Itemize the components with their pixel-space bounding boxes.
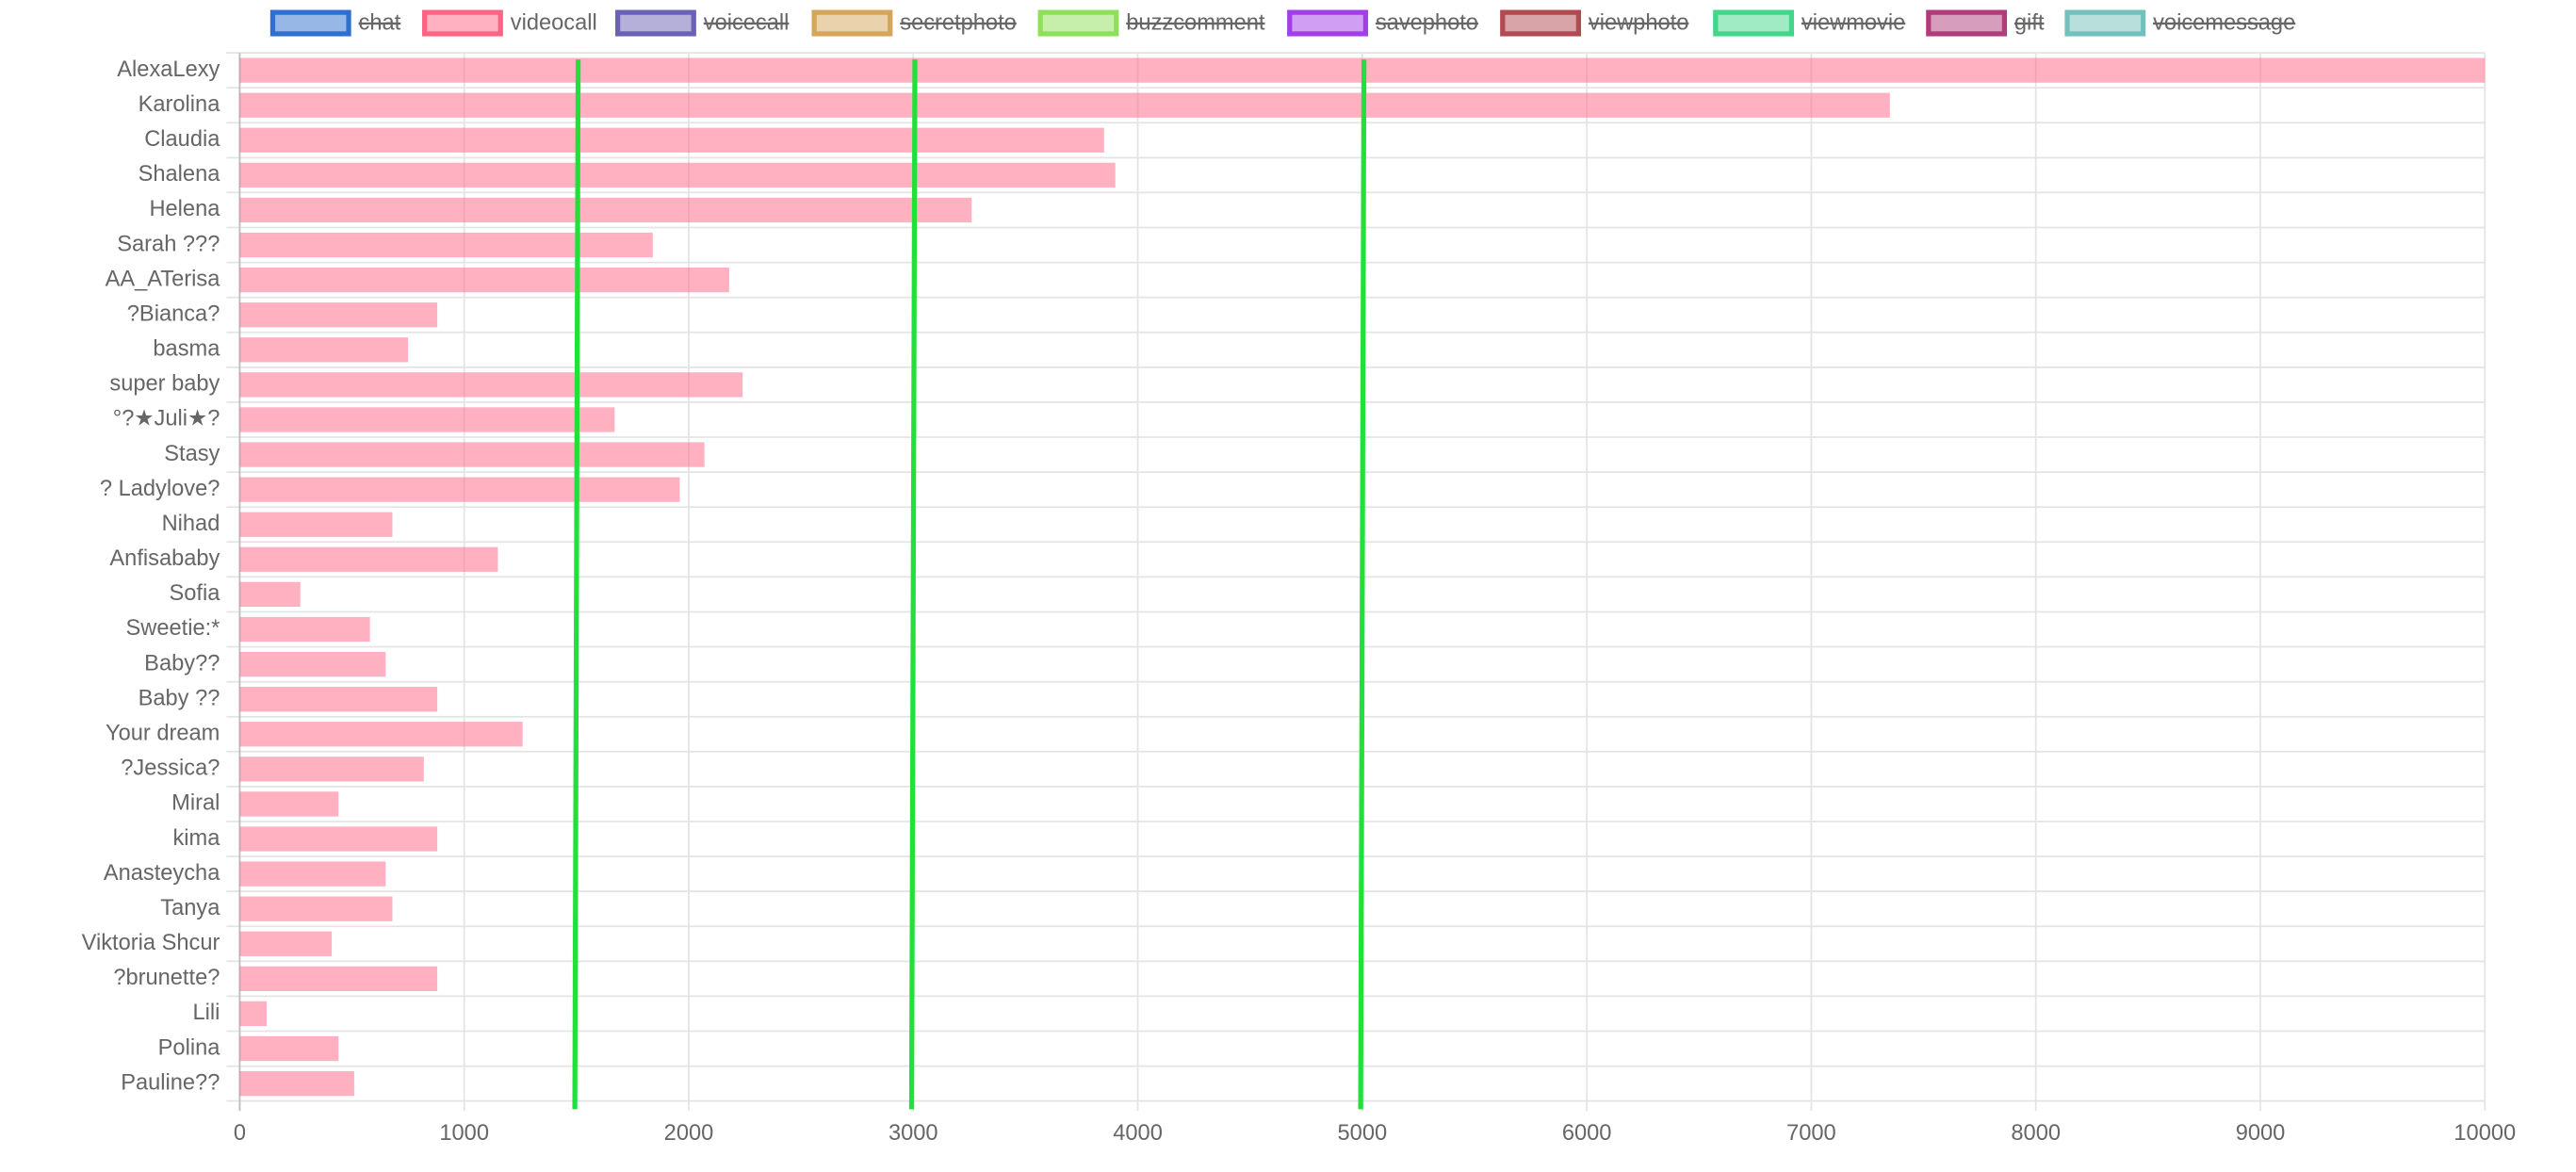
threshold-line: [1358, 59, 1367, 1110]
bar: [239, 232, 653, 258]
legend-label[interactable]: secretphoto: [900, 11, 1017, 36]
y-tick-label: AA_ATerisa: [106, 267, 221, 291]
x-tick-label: 6000: [1562, 1121, 1612, 1146]
y-tick-label: AlexaLexy: [117, 57, 220, 82]
bar: [239, 757, 424, 782]
bar: [239, 966, 438, 991]
bar: [239, 197, 972, 223]
bar: [239, 1035, 339, 1062]
bar: [239, 512, 393, 537]
bar: [239, 861, 386, 887]
bar: [239, 546, 498, 572]
x-tick-label: 5000: [1338, 1121, 1388, 1146]
y-tick-label: Tanya: [160, 896, 220, 920]
x-tick-label: 2000: [664, 1121, 714, 1146]
x-tick-label: 8000: [2011, 1121, 2061, 1146]
legend-label[interactable]: buzzcomment: [1126, 11, 1265, 36]
legend-label[interactable]: gift: [2014, 11, 2045, 36]
bar: [239, 442, 705, 467]
threshold-line: [908, 59, 918, 1110]
legend-swatch[interactable]: [1037, 9, 1119, 37]
x-tick-label: 1000: [439, 1121, 489, 1146]
legend-swatch[interactable]: [422, 9, 503, 37]
threshold-line: [572, 59, 581, 1110]
bar: [239, 162, 1116, 188]
bar: [239, 616, 370, 643]
bar: [239, 791, 339, 817]
y-tick-label: ? Ladylove?: [100, 477, 220, 501]
bar: [239, 92, 1890, 118]
legend-swatch[interactable]: [1713, 9, 1795, 37]
x-tick-label: 10000: [2454, 1121, 2516, 1146]
y-tick-label: Anfisababy: [109, 546, 220, 571]
y-tick-label: basma: [153, 337, 220, 362]
y-tick-label: ?Jessica?: [121, 757, 220, 781]
legend-swatch[interactable]: [1926, 9, 2008, 37]
y-tick-label: Karolina: [139, 92, 221, 117]
legend-label[interactable]: voicemessage: [2153, 11, 2295, 36]
bar: [239, 267, 729, 293]
y-tick-label: super baby: [109, 372, 220, 397]
x-tick-label: 9000: [2236, 1121, 2286, 1146]
y-tick-label: kima: [172, 826, 220, 851]
bar: [239, 581, 301, 608]
y-tick-label: Sweetie:*: [126, 616, 220, 641]
y-tick-label: Sarah ???: [117, 232, 220, 256]
x-tick-label: 7000: [1786, 1121, 1836, 1146]
bar: [239, 1070, 354, 1097]
bar: [239, 127, 1104, 153]
y-tick-label: ?Bianca?: [127, 301, 220, 326]
bar: [239, 302, 438, 328]
y-tick-label: Anasteycha: [104, 861, 220, 886]
y-tick-label: Claudia: [144, 127, 220, 152]
y-tick-label: ?brunette?: [113, 966, 220, 990]
legend-label[interactable]: savephoto: [1376, 11, 1478, 36]
y-tick-label: Viktoria Shcur: [82, 931, 220, 955]
legend-swatch[interactable]: [615, 9, 696, 37]
y-tick-label: Lili: [192, 1001, 220, 1025]
bar: [239, 407, 615, 432]
legend-swatch[interactable]: [1287, 9, 1368, 37]
legend-swatch[interactable]: [2064, 9, 2146, 37]
y-tick-label: Baby??: [144, 651, 220, 676]
legend-label[interactable]: viewphoto: [1589, 11, 1688, 36]
y-tick-label: Miral: [171, 791, 220, 816]
x-tick-label: 4000: [1113, 1121, 1163, 1146]
legend-label[interactable]: videocall: [511, 11, 597, 36]
y-tick-label: Sofia: [169, 581, 220, 606]
y-tick-label: Pauline??: [121, 1070, 220, 1095]
bar: [239, 722, 523, 747]
bar: [239, 372, 743, 398]
y-tick-label: Polina: [158, 1035, 221, 1060]
bar: [239, 826, 438, 852]
y-tick-label: °?★Juli★?: [113, 407, 220, 431]
legend-swatch[interactable]: [811, 9, 893, 37]
legend-swatch[interactable]: [269, 9, 351, 37]
legend-label[interactable]: viewmovie: [1802, 11, 1905, 36]
legend-swatch[interactable]: [1500, 9, 1581, 37]
bar: [239, 687, 438, 712]
legend-label[interactable]: chat: [359, 11, 401, 36]
y-tick-label: Your dream: [106, 722, 220, 746]
y-tick-label: Baby ??: [139, 686, 220, 710]
bar: [239, 896, 393, 921]
y-tick-label: Stasy: [164, 442, 220, 466]
bar: [239, 477, 680, 502]
x-tick-label: 0: [234, 1121, 246, 1146]
bar: [239, 931, 333, 956]
y-tick-label: Helena: [149, 197, 220, 221]
x-tick-label: 3000: [889, 1121, 938, 1146]
bar: [239, 337, 409, 363]
bar: [239, 1001, 268, 1027]
y-tick-label: Shalena: [139, 162, 221, 187]
y-tick-label: Nihad: [162, 512, 220, 536]
legend-label[interactable]: voicecall: [704, 11, 790, 36]
bar: [239, 651, 386, 677]
